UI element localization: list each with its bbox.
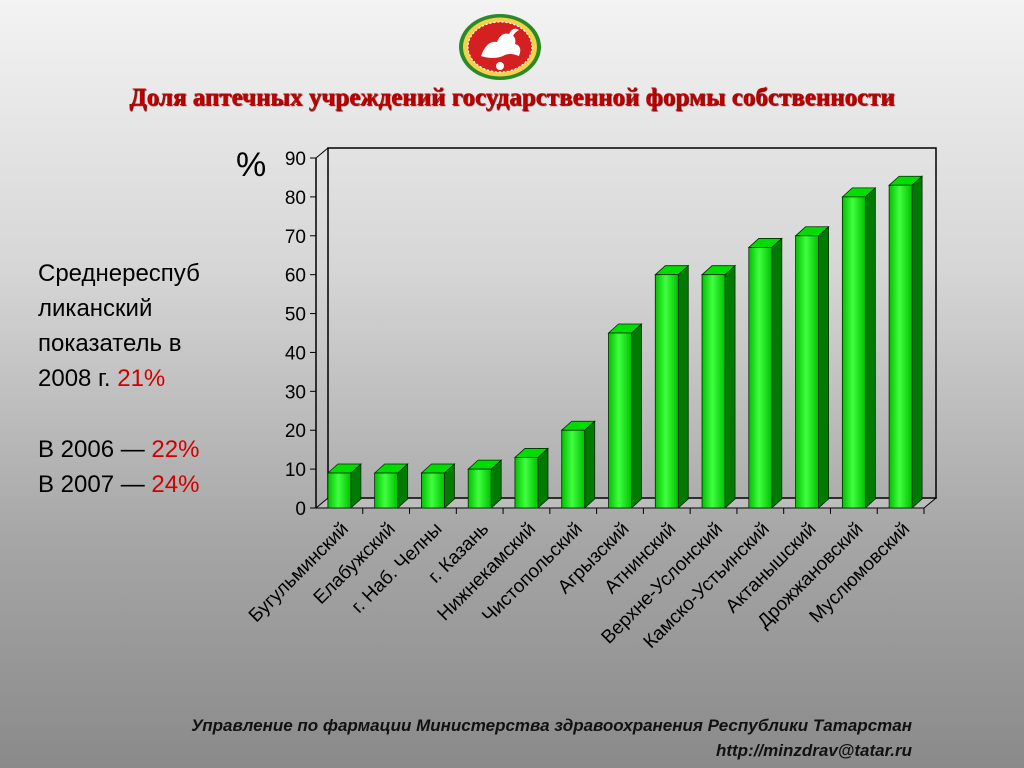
bar-front: [421, 472, 445, 509]
y-axis: 0 10 20 30 40 50 60 70 80 90: [285, 149, 316, 520]
bar-side: [677, 264, 689, 509]
y-tick-label: 30: [285, 382, 306, 403]
y-tick-label: 70: [285, 227, 306, 248]
bar-front: [795, 235, 819, 509]
bar: [700, 264, 737, 509]
y-tick-label: 90: [285, 149, 306, 170]
summary-line: В 2007 — 24%: [38, 467, 268, 502]
bar-front: [467, 468, 492, 509]
bar-front: [841, 196, 866, 509]
summary-value-2007: 24%: [151, 471, 200, 498]
bar-side: [818, 225, 829, 509]
bar-front: [748, 247, 773, 509]
bar: [513, 447, 550, 509]
footer-credit: Управление по фармации Министерства здра…: [191, 716, 912, 735]
summary-line: Среднереспуб: [38, 260, 200, 287]
bar: [467, 459, 503, 509]
summary-label-2007: В 2007 —: [38, 471, 152, 498]
bar-side: [724, 264, 736, 509]
summary-value-2006: 22%: [151, 436, 200, 463]
y-axis-depth-line: [315, 147, 329, 159]
bar: [654, 264, 690, 509]
bar: [888, 175, 924, 509]
bar: [560, 420, 596, 509]
bar-series: [326, 175, 925, 514]
page-title: Доля аптечных учреждений государственной…: [129, 84, 895, 111]
bar-front: [654, 274, 679, 509]
bar: [841, 186, 877, 509]
bar: [420, 463, 456, 509]
bar-side: [631, 323, 642, 509]
bar-side: [771, 237, 783, 509]
y-tick-label: 50: [285, 305, 306, 326]
y-tick-label: 40: [285, 343, 306, 364]
summary-line: В 2006 — 22%: [38, 432, 268, 467]
summary-label-2008: 2008 г.: [38, 365, 118, 392]
y-tick-label: 10: [285, 460, 306, 481]
y-axis-label: %: [236, 146, 266, 184]
summary-line: ликанский: [38, 295, 153, 322]
bar-side: [864, 186, 876, 509]
bar: [373, 463, 409, 509]
bar: [326, 463, 362, 509]
bar-front: [374, 472, 399, 509]
y-tick-label: 60: [285, 266, 306, 287]
y-tick-label: 0: [295, 499, 306, 520]
bar: [607, 323, 643, 509]
summary-line: 2008 г. 21%: [38, 361, 268, 396]
summary-value-2008: 21%: [117, 365, 166, 392]
bar-front: [514, 457, 539, 509]
summary-line: показатель в: [38, 330, 182, 357]
tatarstan-emblem-icon: [459, 14, 541, 80]
y-tick-label: 80: [285, 188, 306, 209]
summary-text: Среднереспуб ликанский показатель в 2008…: [38, 256, 268, 502]
bar-front: [701, 274, 726, 509]
y-tick-label: 20: [285, 421, 306, 442]
bar-front: [608, 332, 632, 509]
bar-side: [537, 447, 549, 509]
bar: [794, 225, 830, 509]
bar-front: [561, 429, 586, 509]
bar-side: [911, 175, 923, 509]
footer-link[interactable]: http://minzdrav@tatar.ru: [715, 741, 912, 760]
bar-front: [888, 184, 913, 509]
bar: [747, 237, 783, 509]
bar-front: [327, 472, 352, 509]
summary-label-2006: В 2006 —: [38, 436, 152, 463]
bar-side: [584, 420, 596, 509]
